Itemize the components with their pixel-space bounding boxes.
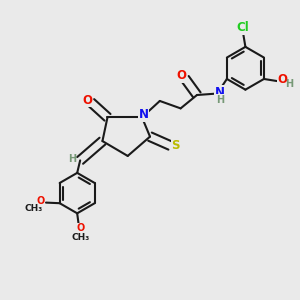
Text: O: O (278, 73, 287, 86)
Text: CH₃: CH₃ (71, 232, 89, 242)
Text: H: H (285, 79, 293, 89)
Text: Cl: Cl (237, 21, 249, 34)
Text: O: O (82, 94, 93, 106)
Text: S: S (171, 139, 180, 152)
Text: N: N (215, 85, 225, 98)
Text: N: N (139, 108, 148, 122)
Text: CH₃: CH₃ (25, 204, 43, 213)
Text: O: O (176, 69, 187, 82)
Text: O: O (37, 196, 45, 206)
Text: H: H (216, 95, 224, 105)
Text: H: H (68, 154, 76, 164)
Text: O: O (76, 223, 84, 233)
